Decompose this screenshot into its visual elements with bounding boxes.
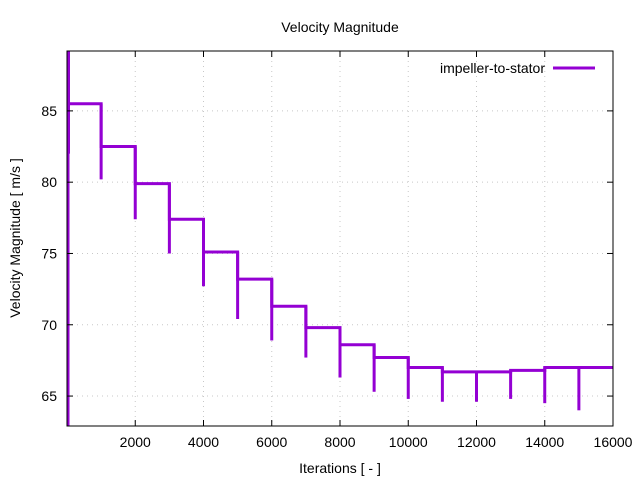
x-tick-label: 2000 (120, 434, 151, 450)
x-tick-label: 16000 (594, 434, 633, 450)
y-tick-label: 70 (41, 317, 57, 333)
x-tick-labels: 2000 4000 6000 8000 10000 12000 14000 16000 (120, 434, 633, 450)
legend: impeller-to-stator (440, 60, 595, 76)
x-tick-label: 12000 (457, 434, 496, 450)
y-tick-labels: 65 70 75 80 85 (41, 103, 57, 404)
chart-title: Velocity Magnitude (281, 19, 399, 35)
y-tick-label: 65 (41, 388, 57, 404)
x-tick-label: 10000 (389, 434, 428, 450)
x-tick-label: 8000 (324, 434, 355, 450)
axis-ticks (67, 51, 614, 426)
x-tick-label: 6000 (256, 434, 287, 450)
y-tick-label: 80 (41, 174, 57, 190)
y-tick-label: 75 (41, 245, 57, 261)
y-tick-label: 85 (41, 103, 57, 119)
x-axis-label: Iterations [ - ] (299, 460, 381, 476)
series-layer (66, 51, 613, 426)
y-axis-label: Velocity Magnitude [ m/s ] (7, 158, 23, 318)
x-tick-label: 14000 (525, 434, 564, 450)
x-tick-label: 4000 (188, 434, 219, 450)
legend-label: impeller-to-stator (440, 60, 545, 76)
